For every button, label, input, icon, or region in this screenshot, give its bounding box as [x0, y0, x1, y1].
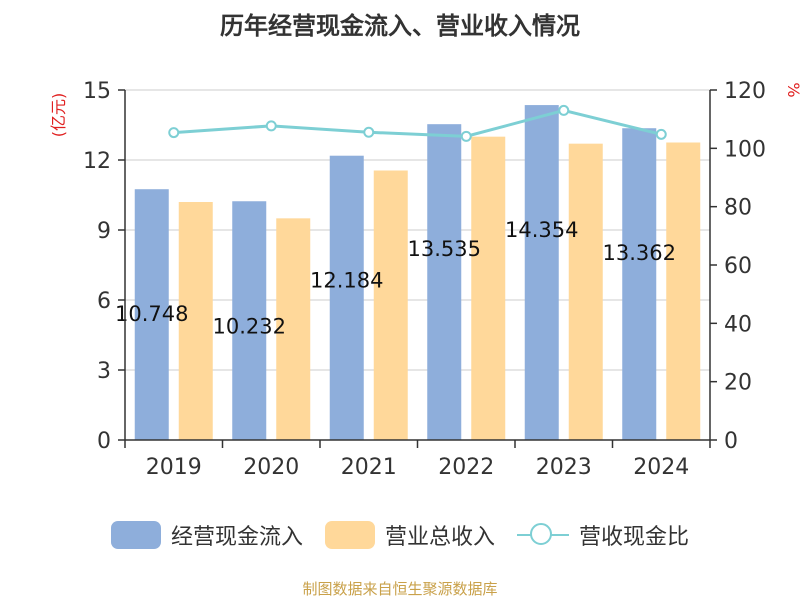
- y-left-tick-label: 9: [97, 219, 111, 244]
- legend-swatch-cash-ratio: [517, 521, 569, 549]
- data-label-layer: 10.748 10.232 12.184 13.535 14.354 13.362: [115, 218, 676, 338]
- y-right-axis-label: %: [784, 82, 800, 97]
- y-right-tick-label: 60: [724, 254, 752, 279]
- bar-cash-inflow: [329, 155, 364, 440]
- bar-revenue: [373, 170, 408, 440]
- x-tick-label: 2021: [341, 455, 397, 480]
- point-cash-ratio: [655, 128, 667, 140]
- point-cash-ratio: [265, 120, 277, 132]
- y-left-tick-label: 3: [97, 359, 111, 384]
- point-cash-ratio: [363, 126, 375, 138]
- bar-cash-inflow: [134, 189, 169, 440]
- line-layer: [168, 104, 667, 142]
- x-tick-label: 2022: [438, 455, 494, 480]
- y-left-tick-label: 6: [97, 289, 111, 314]
- line-cash-ratio: [173, 108, 662, 138]
- point-cash-ratio: [460, 130, 472, 142]
- y-right-tick-label: 0: [724, 429, 738, 454]
- axis-layer: 0 3 6 9 12 15 0 20 40 60 80 100 120 2019 2020 2021 2022 2…: [49, 79, 800, 480]
- x-tick-label: 2024: [633, 455, 689, 480]
- legend-label-cash-inflow: 经营现金流入: [170, 525, 303, 550]
- data-label-cash-inflow: 14.354: [505, 218, 578, 242]
- y-left-tick-label: 0: [97, 429, 111, 454]
- y-right-tick-label: 20: [724, 371, 752, 396]
- bar-revenue: [666, 142, 701, 440]
- bar-cash-inflow: [524, 105, 559, 440]
- bar-cash-inflow: [427, 124, 462, 440]
- data-label-cash-inflow: 13.535: [408, 237, 481, 261]
- bar-cash-inflow: [622, 128, 657, 440]
- legend-swatch-cash-inflow: [110, 521, 161, 549]
- chart-title: 历年经营现金流入、营业收入情况: [220, 12, 580, 40]
- data-label-cash-inflow: 10.232: [213, 314, 286, 338]
- legend-label-revenue: 营业总收入: [384, 525, 495, 550]
- legend-item-cash-ratio[interactable]: 营收现金比: [517, 519, 689, 551]
- bar-layer: [134, 105, 701, 440]
- data-label-cash-inflow: 10.748: [115, 302, 188, 326]
- y-left-tick-label: 15: [83, 79, 111, 104]
- bar-revenue: [178, 202, 213, 440]
- y-left-tick-label: 12: [83, 149, 111, 174]
- x-tick-label: 2020: [243, 455, 299, 480]
- y-right-tick-label: 100: [724, 137, 766, 162]
- y-right-tick-label: 120: [724, 79, 766, 104]
- legend-item-cash-inflow[interactable]: 经营现金流入: [110, 519, 303, 551]
- x-tick-label: 2019: [146, 455, 202, 480]
- y-right-tick-label: 40: [724, 312, 752, 337]
- source-note: 制图数据来自恒生聚源数据库: [302, 580, 498, 598]
- y-left-axis-label: (亿元): [49, 93, 68, 138]
- bar-cash-inflow: [232, 201, 267, 440]
- point-cash-ratio: [558, 104, 570, 116]
- legend-swatch-revenue: [324, 521, 375, 549]
- bar-revenue: [568, 143, 603, 440]
- legend: 经营现金流入 营业总收入 营收现金比: [0, 515, 800, 555]
- bar-revenue: [471, 136, 506, 440]
- data-label-cash-inflow: 12.184: [310, 269, 383, 293]
- grid-layer: [125, 89, 710, 371]
- data-label-cash-inflow: 13.362: [603, 241, 676, 265]
- bar-revenue: [276, 218, 311, 440]
- point-cash-ratio: [168, 127, 180, 139]
- legend-item-revenue[interactable]: 营业总收入: [324, 519, 495, 551]
- legend-label-cash-ratio: 营收现金比: [579, 525, 690, 550]
- x-tick-label: 2023: [536, 455, 592, 480]
- y-right-tick-label: 80: [724, 196, 752, 221]
